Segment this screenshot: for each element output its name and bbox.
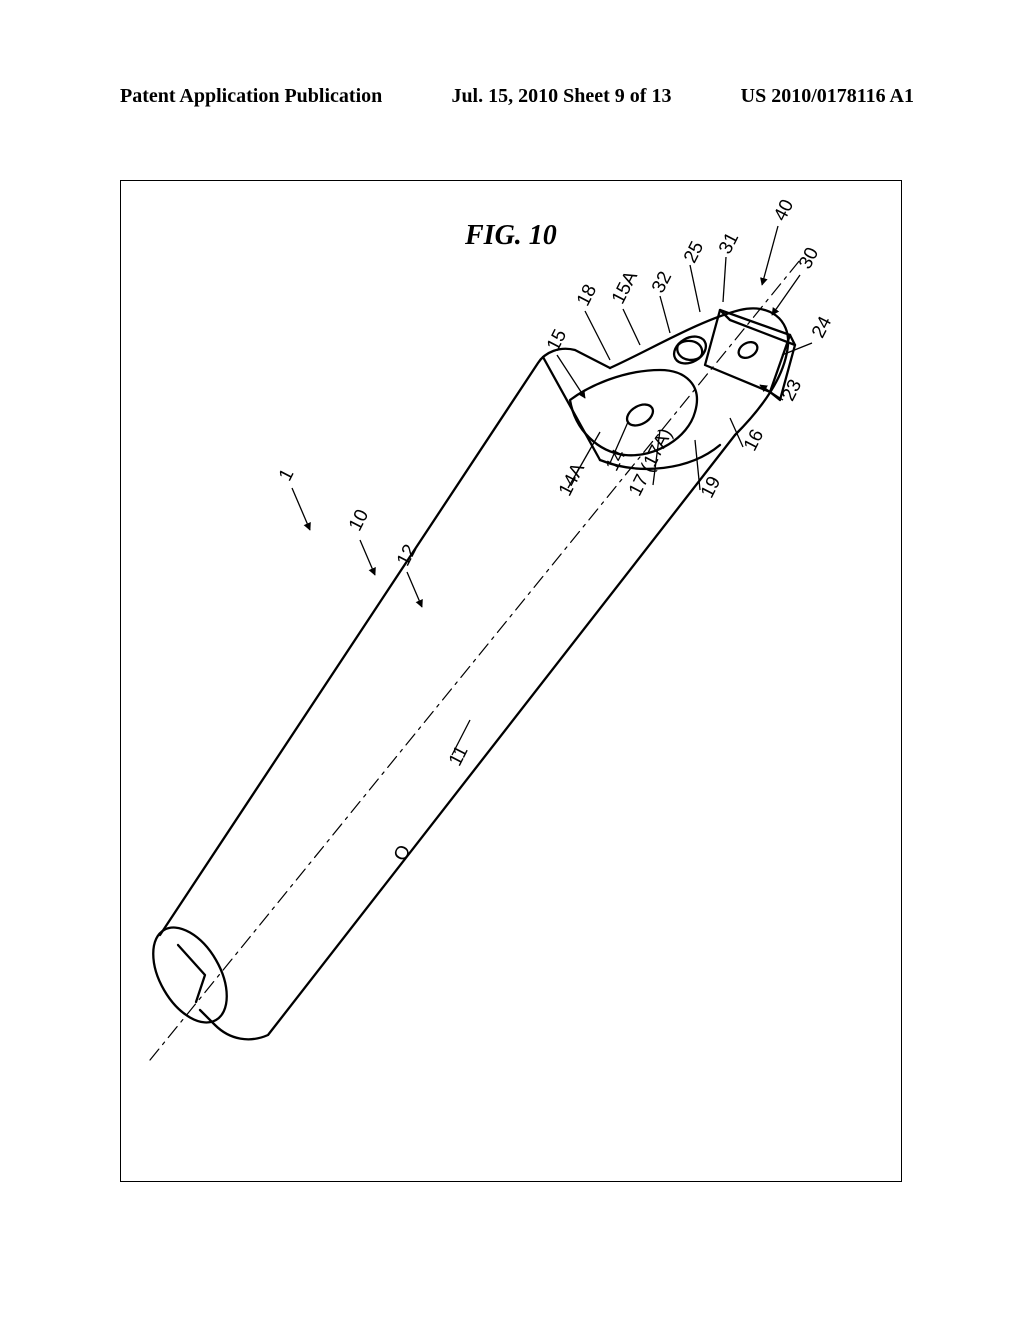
tool-body xyxy=(138,260,800,1060)
leader-lines xyxy=(292,226,812,755)
figure-drawing xyxy=(0,0,1024,1320)
page: { "header": { "left": "Patent Applicatio… xyxy=(0,0,1024,1320)
